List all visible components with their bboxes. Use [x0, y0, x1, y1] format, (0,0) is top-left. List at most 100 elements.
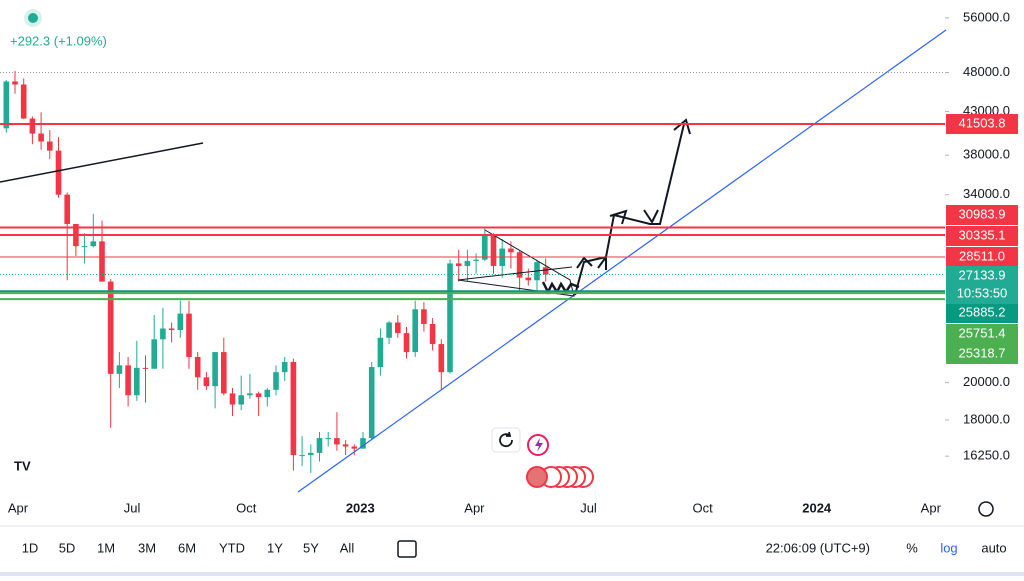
x-tick-label: Apr — [921, 500, 942, 515]
candle-body — [403, 333, 410, 353]
range-button[interactable]: 6M — [178, 540, 196, 555]
candle-body — [334, 438, 340, 445]
range-button[interactable]: All — [340, 540, 355, 555]
candle-body — [38, 133, 44, 142]
candle-body — [90, 241, 97, 247]
economic-events[interactable] — [526, 466, 594, 488]
status-dot — [28, 13, 38, 23]
last-price-tag — [946, 266, 1018, 304]
x-tick-label: Jul — [580, 500, 597, 515]
price-tag-label: 25885.2 — [959, 304, 1006, 319]
candle-body — [386, 322, 392, 338]
candle-body — [395, 322, 401, 334]
triangle — [457, 229, 575, 297]
candle-body — [238, 395, 244, 405]
percent-button[interactable]: % — [906, 540, 918, 555]
candle-body — [455, 263, 462, 266]
candle-body — [316, 438, 323, 453]
candle-body — [20, 84, 27, 119]
candle-body — [421, 309, 427, 324]
candle-body — [412, 309, 418, 353]
candle-body — [221, 352, 227, 394]
price-tag-label: 30335.1 — [959, 227, 1006, 242]
range-button[interactable]: 5D — [59, 540, 76, 555]
candle-body — [177, 313, 184, 331]
x-tick-label: Apr — [8, 500, 29, 515]
range-button[interactable]: 3M — [138, 540, 156, 555]
candle-body — [116, 365, 123, 374]
candle-body — [81, 246, 88, 248]
price-tag-label: 28511.0 — [959, 248, 1005, 263]
candle-body — [151, 339, 157, 369]
candle-body — [342, 444, 349, 447]
candle-body — [508, 248, 514, 253]
y-tick-label: 48000.0 — [963, 64, 1010, 79]
last-price-label: 27133.9 — [959, 267, 1006, 282]
candle-body — [64, 194, 70, 224]
candle-body — [212, 352, 218, 387]
price-tag-label: 25751.4 — [959, 325, 1006, 340]
bottom-border — [0, 572, 1024, 576]
range-button[interactable]: 1M — [97, 540, 115, 555]
price-tag — [946, 247, 1018, 267]
price-tag — [946, 114, 1018, 135]
candle-body — [325, 438, 331, 440]
candle-body — [360, 438, 366, 449]
candle-body — [377, 337, 384, 368]
range-button[interactable]: 5Y — [303, 540, 319, 555]
candle-body — [464, 260, 471, 266]
price-tag — [946, 344, 1018, 364]
price-tag — [946, 303, 1018, 323]
price-tag — [946, 205, 1018, 225]
candle-body — [125, 365, 131, 396]
countdown: 10:53:50 — [957, 285, 1008, 300]
change: +292.3 (+1.09%) — [10, 33, 107, 48]
auto-button[interactable]: auto — [981, 540, 1006, 555]
logo: TV — [14, 458, 31, 473]
range-button[interactable]: 1Y — [267, 540, 283, 555]
candle-body — [194, 356, 201, 378]
event-bolt — [535, 438, 543, 452]
candle-body — [281, 361, 288, 373]
x-tick-label: Oct — [692, 500, 713, 515]
trend-line — [0, 142, 204, 183]
candle-body — [247, 393, 253, 396]
clock: 22:06:09 (UTC+9) — [766, 540, 870, 555]
candle-body — [351, 446, 358, 449]
candle-body — [273, 372, 279, 390]
reset-button[interactable] — [491, 427, 521, 453]
candle-body — [107, 281, 114, 374]
candle-body — [142, 367, 149, 369]
price-tag — [946, 324, 1018, 344]
candle-body — [299, 455, 305, 457]
candle-body — [255, 393, 262, 398]
log-button[interactable]: log — [940, 540, 957, 555]
candle-body — [490, 235, 497, 266]
candle-body — [447, 263, 453, 373]
candle-body — [29, 118, 36, 134]
candle-body — [99, 241, 105, 282]
x-tick-label: Apr — [464, 500, 485, 515]
y-tick-label: 34000.0 — [963, 186, 1010, 201]
candle-body — [290, 361, 297, 456]
y-tick-label: 56000.0 — [963, 9, 1010, 24]
candle-body — [429, 323, 436, 345]
date-range-icon[interactable] — [397, 540, 417, 558]
candle-body — [203, 377, 210, 387]
price-tag-label: 30983.9 — [959, 206, 1006, 221]
candle-body — [134, 367, 140, 396]
settings-icon[interactable] — [978, 501, 994, 517]
candle-body — [482, 235, 488, 260]
range-button[interactable]: 1D — [22, 540, 39, 555]
candle-body — [229, 393, 236, 405]
candle-body — [264, 389, 271, 398]
candle-body — [473, 259, 479, 261]
candle-body — [542, 267, 549, 275]
y-tick-label: 38000.0 — [963, 147, 1010, 162]
price-tag-label: 41503.8 — [959, 115, 1006, 130]
price-tag — [946, 226, 1018, 246]
range-button[interactable]: YTD — [219, 540, 245, 555]
